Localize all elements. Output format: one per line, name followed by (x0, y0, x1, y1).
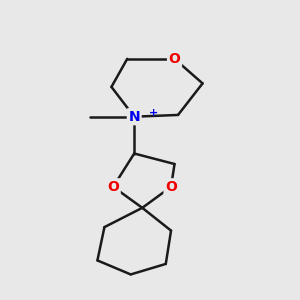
Text: +: + (149, 108, 158, 118)
Text: O: O (165, 180, 177, 194)
Text: O: O (107, 180, 119, 194)
Text: N: N (128, 110, 140, 124)
Text: O: O (169, 52, 181, 66)
